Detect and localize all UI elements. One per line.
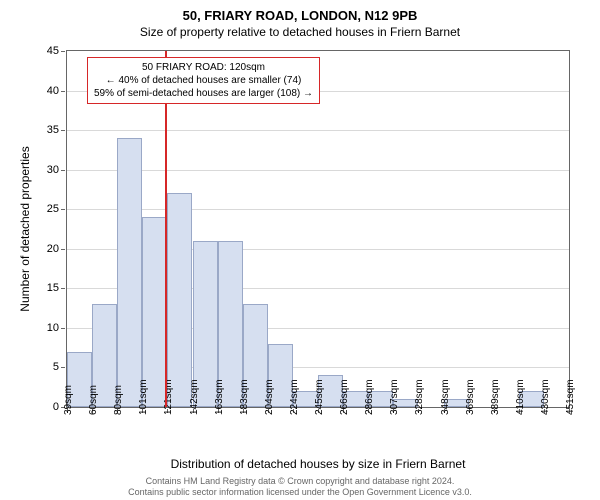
y-tick-label: 40: [47, 85, 67, 97]
y-tick-label: 30: [47, 164, 67, 176]
footer-line-1: Contains HM Land Registry data © Crown c…: [0, 476, 600, 487]
y-tick-label: 5: [53, 361, 67, 373]
plot-area: Number of detached properties Distributi…: [66, 50, 570, 408]
x-tick-label: 286sqm: [364, 379, 375, 415]
x-tick-label: 163sqm: [214, 379, 225, 415]
y-tick-label: 35: [47, 124, 67, 136]
x-tick-label: 183sqm: [239, 379, 250, 415]
y-tick-label: 45: [47, 45, 67, 57]
reference-line: [165, 51, 167, 407]
x-tick-label: 101sqm: [138, 379, 149, 415]
y-tick-label: 15: [47, 282, 67, 294]
y-axis-label: Number of detached properties: [18, 146, 32, 311]
x-tick-label: 451sqm: [565, 379, 576, 415]
x-tick-label: 39sqm: [63, 385, 74, 415]
gridline-h: [67, 130, 569, 131]
x-tick-label: 410sqm: [515, 379, 526, 415]
x-tick-label: 348sqm: [440, 379, 451, 415]
chart-container: 50, FRIARY ROAD, LONDON, N12 9PB Size of…: [0, 0, 600, 500]
x-tick-label: 266sqm: [339, 379, 350, 415]
y-tick-label: 20: [47, 243, 67, 255]
plot-inner: Number of detached properties Distributi…: [67, 51, 569, 407]
y-tick-label: 25: [47, 203, 67, 215]
annotation-line-1: 50 FRIARY ROAD: 120sqm: [94, 61, 313, 74]
footer-line-2: Contains public sector information licen…: [0, 487, 600, 498]
gridline-h: [67, 209, 569, 210]
annotation-line-3: 59% of semi-detached houses are larger (…: [94, 87, 313, 100]
x-tick-label: 430sqm: [540, 379, 551, 415]
y-tick-label: 10: [47, 322, 67, 334]
histogram-bar: [117, 138, 142, 407]
page-subtitle: Size of property relative to detached ho…: [0, 23, 600, 43]
x-tick-label: 307sqm: [389, 379, 400, 415]
x-tick-label: 245sqm: [314, 379, 325, 415]
x-tick-label: 142sqm: [189, 379, 200, 415]
x-tick-label: 80sqm: [113, 385, 124, 415]
x-tick-label: 224sqm: [289, 379, 300, 415]
x-axis-label: Distribution of detached houses by size …: [171, 457, 466, 471]
x-tick-label: 328sqm: [414, 379, 425, 415]
footer-attribution: Contains HM Land Registry data © Crown c…: [0, 476, 600, 499]
gridline-h: [67, 170, 569, 171]
histogram-bar: [167, 193, 192, 407]
x-tick-label: 60sqm: [88, 385, 99, 415]
page-title: 50, FRIARY ROAD, LONDON, N12 9PB: [0, 0, 600, 23]
x-tick-label: 369sqm: [465, 379, 476, 415]
annotation-line-2: ← 40% of detached houses are smaller (74…: [94, 74, 313, 87]
x-tick-label: 204sqm: [264, 379, 275, 415]
x-tick-label: 389sqm: [490, 379, 501, 415]
annotation-box: 50 FRIARY ROAD: 120sqm← 40% of detached …: [87, 57, 320, 104]
